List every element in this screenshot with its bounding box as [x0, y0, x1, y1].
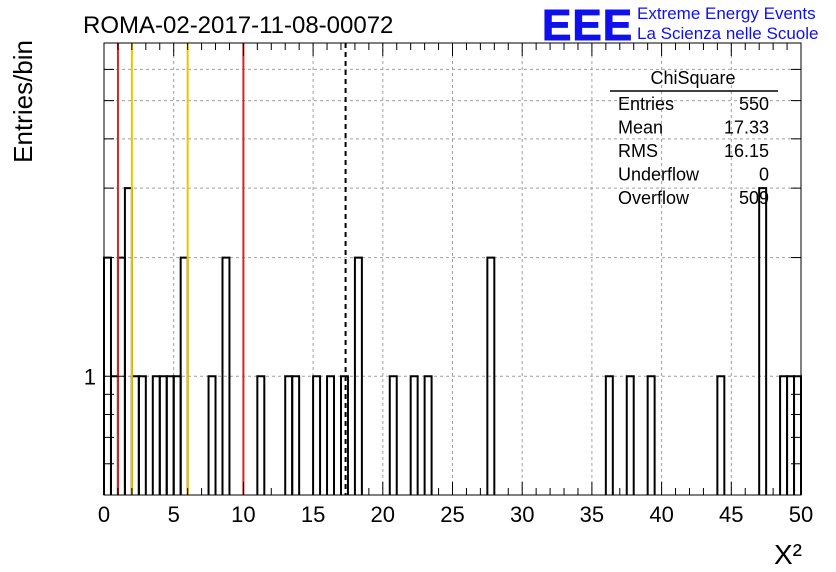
x-tick-label: 50: [789, 502, 813, 527]
y-tick-label: 1: [84, 364, 96, 389]
histogram-bin: [388, 375, 398, 495]
stats-row-value: 0: [759, 165, 769, 185]
histogram-bin: [221, 256, 231, 495]
logo-line-1: Extreme Energy Events: [637, 4, 816, 23]
histogram-bin: [353, 256, 363, 495]
histogram-bin: [625, 375, 635, 495]
x-tick-labels: 0 5 10 15 20 25 30 35 40 45 50: [98, 502, 813, 527]
histogram-bin: [409, 375, 419, 495]
stats-box-rows: Entries 550 Mean 17.33 RMS 16.15 Underflow 0 Ove…: [618, 94, 769, 208]
histogram-bin: [758, 187, 768, 495]
histogram-bin: [423, 375, 433, 495]
histogram-bin: [291, 375, 301, 495]
y-tick-labels: 1: [84, 364, 96, 389]
x-tick-label: 10: [231, 502, 255, 527]
chart-title: ROMA-02-2017-11-08-00072: [83, 12, 393, 39]
stats-row-value: 17.33: [724, 118, 769, 138]
x-tick-label: 0: [98, 502, 110, 527]
logo-mark: EEE: [542, 1, 633, 50]
stats-row-value: 550: [739, 94, 769, 114]
histogram-bin: [158, 375, 168, 495]
histogram-bin: [339, 375, 349, 495]
stats-row-value: 16.15: [724, 141, 769, 161]
x-tick-label: 35: [580, 502, 604, 527]
histogram-bin: [165, 375, 175, 495]
histogram-bin: [604, 375, 614, 495]
histogram-bin: [172, 375, 182, 495]
histogram-bin: [137, 375, 147, 495]
x-tick-label: 20: [371, 502, 395, 527]
stats-box: ChiSquare Entries 550 Mean 17.33 RMS 16.15 Und…: [610, 68, 778, 208]
histogram-bin: [123, 187, 133, 495]
histogram-bin: [779, 375, 789, 495]
stats-row-label: Entries: [618, 94, 674, 114]
plot-frame: [103, 42, 802, 496]
x-tick-label: 30: [510, 502, 534, 527]
stats-row-label: Overflow: [618, 188, 690, 208]
histogram-bin: [256, 375, 266, 495]
stats-row-label: Underflow: [618, 165, 700, 185]
histogram-bin: [716, 375, 726, 495]
histogram-bin: [646, 375, 656, 495]
vertical-lines: [116, 43, 347, 495]
histogram-bin: [207, 375, 217, 495]
y-axis-label: Entries/bin: [8, 40, 38, 163]
histogram-bin: [486, 256, 496, 495]
x-tick-label: 5: [168, 502, 180, 527]
x-axis-label: X²: [774, 539, 802, 570]
histogram-bin: [312, 375, 322, 495]
stats-row-label: RMS: [618, 141, 658, 161]
histogram-bin: [151, 375, 161, 495]
histogram-bins: [103, 187, 802, 495]
x-tick-label: 45: [719, 502, 743, 527]
logo-line-2: La Scienza nelle Scuole: [637, 24, 818, 43]
x-tick-label: 25: [440, 502, 464, 527]
histogram-bin: [326, 375, 336, 495]
histogram-bin: [284, 375, 294, 495]
histogram-bin: [130, 375, 140, 495]
stats-box-title: ChiSquare: [650, 68, 735, 88]
x-tick-label: 15: [301, 502, 325, 527]
stats-row-value: 509: [739, 188, 769, 208]
x-tick-label: 40: [649, 502, 673, 527]
stats-row-label: Mean: [618, 118, 663, 138]
eee-logo: EEE Extreme Energy Events La Scienza nel…: [542, 1, 819, 51]
